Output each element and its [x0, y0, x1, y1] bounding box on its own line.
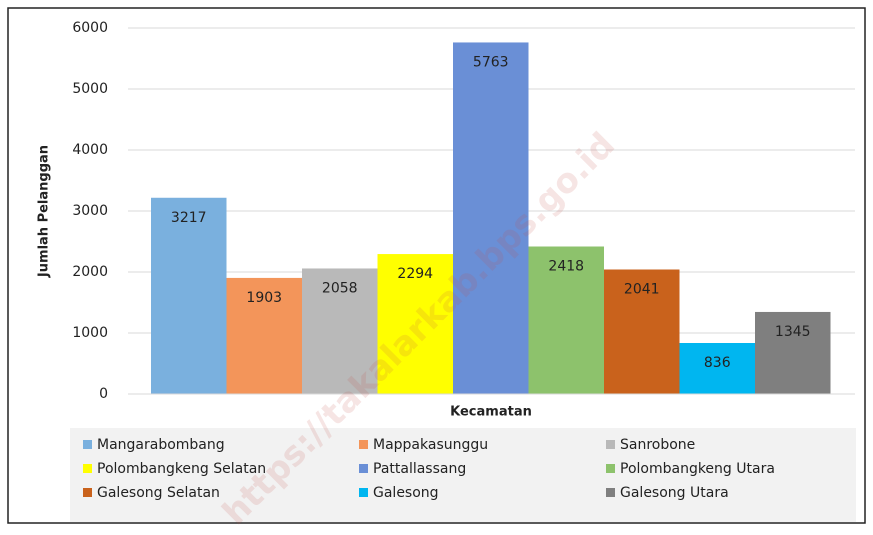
y-tick-label: 6000	[72, 20, 108, 36]
bar	[302, 268, 378, 394]
x-axis-label: Kecamatan	[450, 405, 532, 420]
legend-label: Galesong Utara	[620, 485, 729, 501]
bar	[377, 254, 453, 394]
y-axis-label: Jumlah Pelanggan	[37, 145, 52, 278]
legend-label: Pattallassang	[373, 461, 466, 477]
legend-label: Polombangkeng Utara	[620, 461, 775, 477]
value-label: 1345	[775, 324, 811, 340]
bar	[604, 269, 680, 394]
y-tick-label: 0	[99, 386, 108, 402]
bar	[226, 277, 302, 394]
legend-label: Galesong Selatan	[97, 485, 220, 501]
y-tick-label: 4000	[72, 142, 108, 158]
value-label: 836	[704, 355, 731, 371]
legend-swatch	[606, 464, 615, 473]
legend-swatch	[606, 488, 615, 497]
bar	[528, 246, 604, 394]
value-label: 2418	[548, 259, 584, 275]
bar	[679, 343, 755, 394]
value-label: 3217	[171, 210, 207, 226]
legend-swatch	[83, 440, 92, 449]
bar	[755, 311, 831, 394]
legend-swatch	[83, 488, 92, 497]
y-tick-label: 1000	[72, 325, 108, 341]
y-tick-label: 5000	[72, 81, 108, 97]
legend-label: Mangarabombang	[97, 437, 225, 453]
value-label: 2041	[624, 281, 660, 297]
legend-swatch	[606, 440, 615, 449]
bar	[151, 197, 227, 394]
legend-label: Sanrobone	[620, 437, 695, 453]
value-label: 2294	[397, 266, 433, 282]
value-label: 2058	[322, 280, 358, 296]
value-label: 5763	[473, 54, 509, 70]
legend-swatch	[359, 464, 368, 473]
value-label: 1903	[246, 290, 282, 306]
legend-swatch	[359, 488, 368, 497]
legend-box	[70, 428, 856, 522]
legend-label: Polombangkeng Selatan	[97, 461, 266, 477]
legend-label: Galesong	[373, 485, 439, 501]
y-tick-label: 3000	[72, 203, 108, 219]
legend-swatch	[359, 440, 368, 449]
y-tick-label: 2000	[72, 264, 108, 280]
legend-swatch	[83, 464, 92, 473]
bar	[453, 42, 529, 394]
legend-label: Mappakasunggu	[373, 437, 488, 453]
